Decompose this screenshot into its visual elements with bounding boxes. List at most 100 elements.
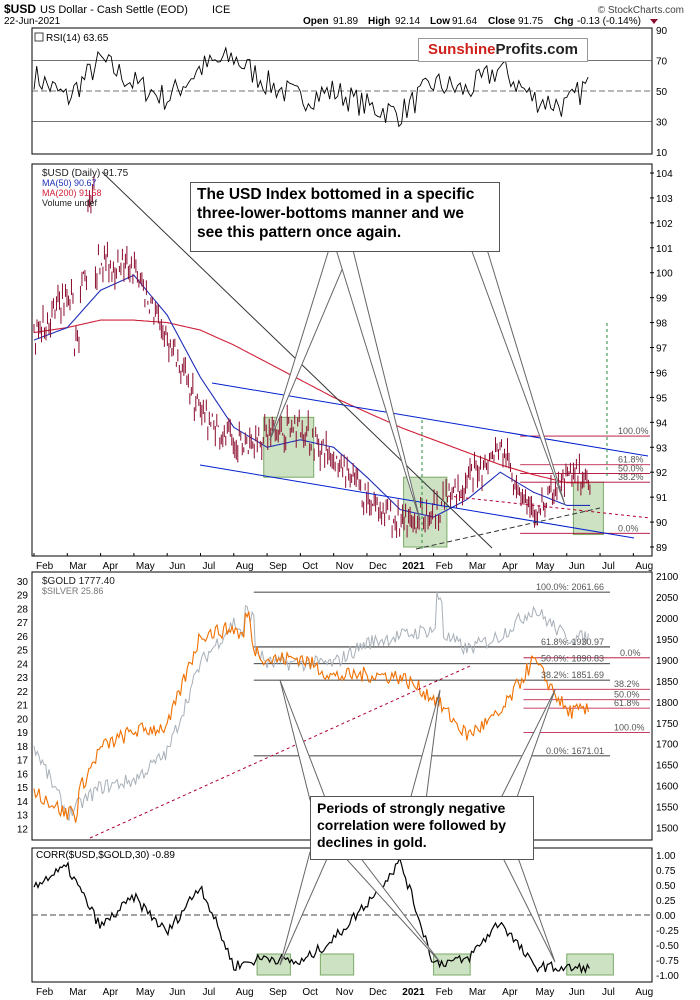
callout-pointers [269, 245, 566, 966]
rsi-icon [34, 32, 44, 42]
brand-part2: Profits.com [495, 41, 579, 58]
gold-y-tick: 2050 [656, 593, 679, 604]
gold-fib-label: 38.2%: 1851.69 [541, 670, 604, 680]
chg-label: Chg [554, 16, 573, 27]
usd-pointer-1 [269, 245, 353, 441]
gold-short-fib-label: 50.0% [614, 690, 640, 700]
usd-series [33, 175, 591, 539]
ma50-line [33, 274, 591, 518]
gold-fib-label: 50.0%: 1890.83 [541, 654, 604, 664]
gold-series [33, 591, 589, 823]
corr-x-tick: May [535, 987, 554, 998]
rsi-y-tick: 30 [656, 118, 668, 129]
corr-x-tick: Jul [202, 987, 215, 998]
usd-x-tick: Jun [169, 561, 185, 572]
silver-y-tick: 15 [17, 783, 29, 794]
usd-y-tick: 104 [656, 169, 673, 180]
corr-y-tick: -0.75 [656, 956, 679, 967]
usd-x-tick: Jun [569, 561, 585, 572]
silver-y-tick: 14 [17, 797, 29, 808]
usd-x-tick: May [136, 561, 155, 572]
gold-y-tick: 2100 [656, 572, 679, 583]
gold-fib-label: 0.0%: 1671.01 [546, 746, 604, 756]
usd-y-tick: 97 [656, 344, 668, 355]
lower-channel-line [199, 464, 635, 539]
usd-x-tick: Mar [69, 561, 87, 572]
corr-x-tick: Mar [69, 987, 87, 998]
usd-x-tick: Aug [635, 561, 653, 572]
silver-y-tick: 27 [17, 618, 29, 629]
header-name: US Dollar - Cash Settle (EOD) [40, 4, 188, 16]
corr-x-tick: Apr [502, 987, 518, 998]
usd-y-tick: 95 [656, 393, 668, 404]
silver-y-tick: 21 [17, 701, 29, 712]
usd-pointer-3 [469, 245, 566, 506]
usd-legend-item: MA(50) 90.67 [42, 178, 97, 188]
corr-y-tick: 0.25 [656, 896, 676, 907]
gold-y-tick: 1900 [656, 656, 679, 667]
attribution: © StockCharts.com [598, 5, 684, 16]
usd-y-tick: 91 [656, 493, 668, 504]
corr-x-tick: May [136, 987, 155, 998]
corr-x-tick: Apr [103, 987, 119, 998]
gold-annotation: Periods of strongly negative correlation… [310, 796, 534, 860]
usd-legend-item: Volume undef [42, 198, 98, 208]
gold-legend-item: $SILVER 25.86 [42, 586, 103, 596]
silver-y-tick: 16 [17, 769, 29, 780]
usd-x-tick: Jul [602, 561, 615, 572]
usd-panel-frame [31, 163, 653, 557]
usd-legend-item: $USD (Daily) 91.75 [42, 168, 129, 179]
gold-y-tick: 2000 [656, 614, 679, 625]
usd-x-tick: Nov [336, 561, 354, 572]
axis-labels: 90 70 50 30 10 RSI(14) 63.65 104 103 102 101 100 99… [17, 26, 679, 998]
corr-x-tick: Nov [336, 987, 354, 998]
usd-y-tick: 99 [656, 294, 668, 305]
silver-y-tick: 13 [17, 811, 29, 822]
silver-y-tick: 22 [17, 687, 29, 698]
ma200-line [33, 319, 591, 484]
corr-series [33, 856, 590, 975]
usd-y-tick: 101 [656, 244, 673, 255]
usd-x-tick: Dec [369, 561, 387, 572]
header-date: 22-Jun-2021 [4, 16, 61, 27]
corr-x-tick: Jun [569, 987, 585, 998]
gold-y-tick: 1950 [656, 635, 679, 646]
close-value: 91.75 [518, 16, 543, 27]
gold-short-fib-label: 61.8% [614, 698, 640, 708]
gold-short-fib-label: 0.0% [620, 648, 641, 658]
gold-short-fib-label: 38.2% [614, 679, 640, 689]
red-dashed-line [447, 495, 651, 519]
header-exchange: ICE [212, 4, 230, 16]
corr-y-tick: -0.25 [656, 926, 679, 937]
rsi-y-tick: 50 [656, 87, 668, 98]
corr-x-tick: Dec [369, 987, 387, 998]
gold-short-fib-label: 100.0% [614, 722, 645, 732]
corr-x-tick: Feb [436, 987, 454, 998]
corr-pointer-2 [338, 851, 441, 963]
usd-x-tick: Mar [469, 561, 487, 572]
corr-x-tick: Sep [269, 987, 287, 998]
usd-x-tick: Sep [269, 561, 287, 572]
gold-y-tick: 1600 [656, 782, 679, 793]
silver-y-tick: 30 [17, 577, 29, 588]
gold-y-tick: 1500 [656, 824, 679, 835]
gold-y-tick: 1800 [656, 698, 679, 709]
rsi-line [33, 46, 589, 128]
silver-y-tick: 23 [17, 673, 29, 684]
corr-highlight-zone [566, 953, 614, 976]
corr-x-tick: Jun [169, 987, 185, 998]
corr-pointer-1 [279, 851, 331, 966]
low-value: 91.64 [452, 16, 477, 27]
corr-x-tick: Jul [602, 987, 615, 998]
usd-annotation: The USD Index bottomed in a specific thr… [190, 182, 500, 252]
rsi-y-tick: 10 [656, 148, 668, 159]
gold-pointer-2 [409, 689, 441, 801]
usd-y-tick: 96 [656, 368, 668, 379]
usd-x-tick: Jul [202, 561, 215, 572]
usd-fib-label: 38.2% [618, 472, 644, 482]
header-symbol: $USD [4, 2, 36, 16]
usd-x-tick: Apr [103, 561, 119, 572]
usd-x-tick: May [535, 561, 554, 572]
corr-pointer-3 [499, 851, 556, 963]
gold-line [33, 611, 589, 823]
